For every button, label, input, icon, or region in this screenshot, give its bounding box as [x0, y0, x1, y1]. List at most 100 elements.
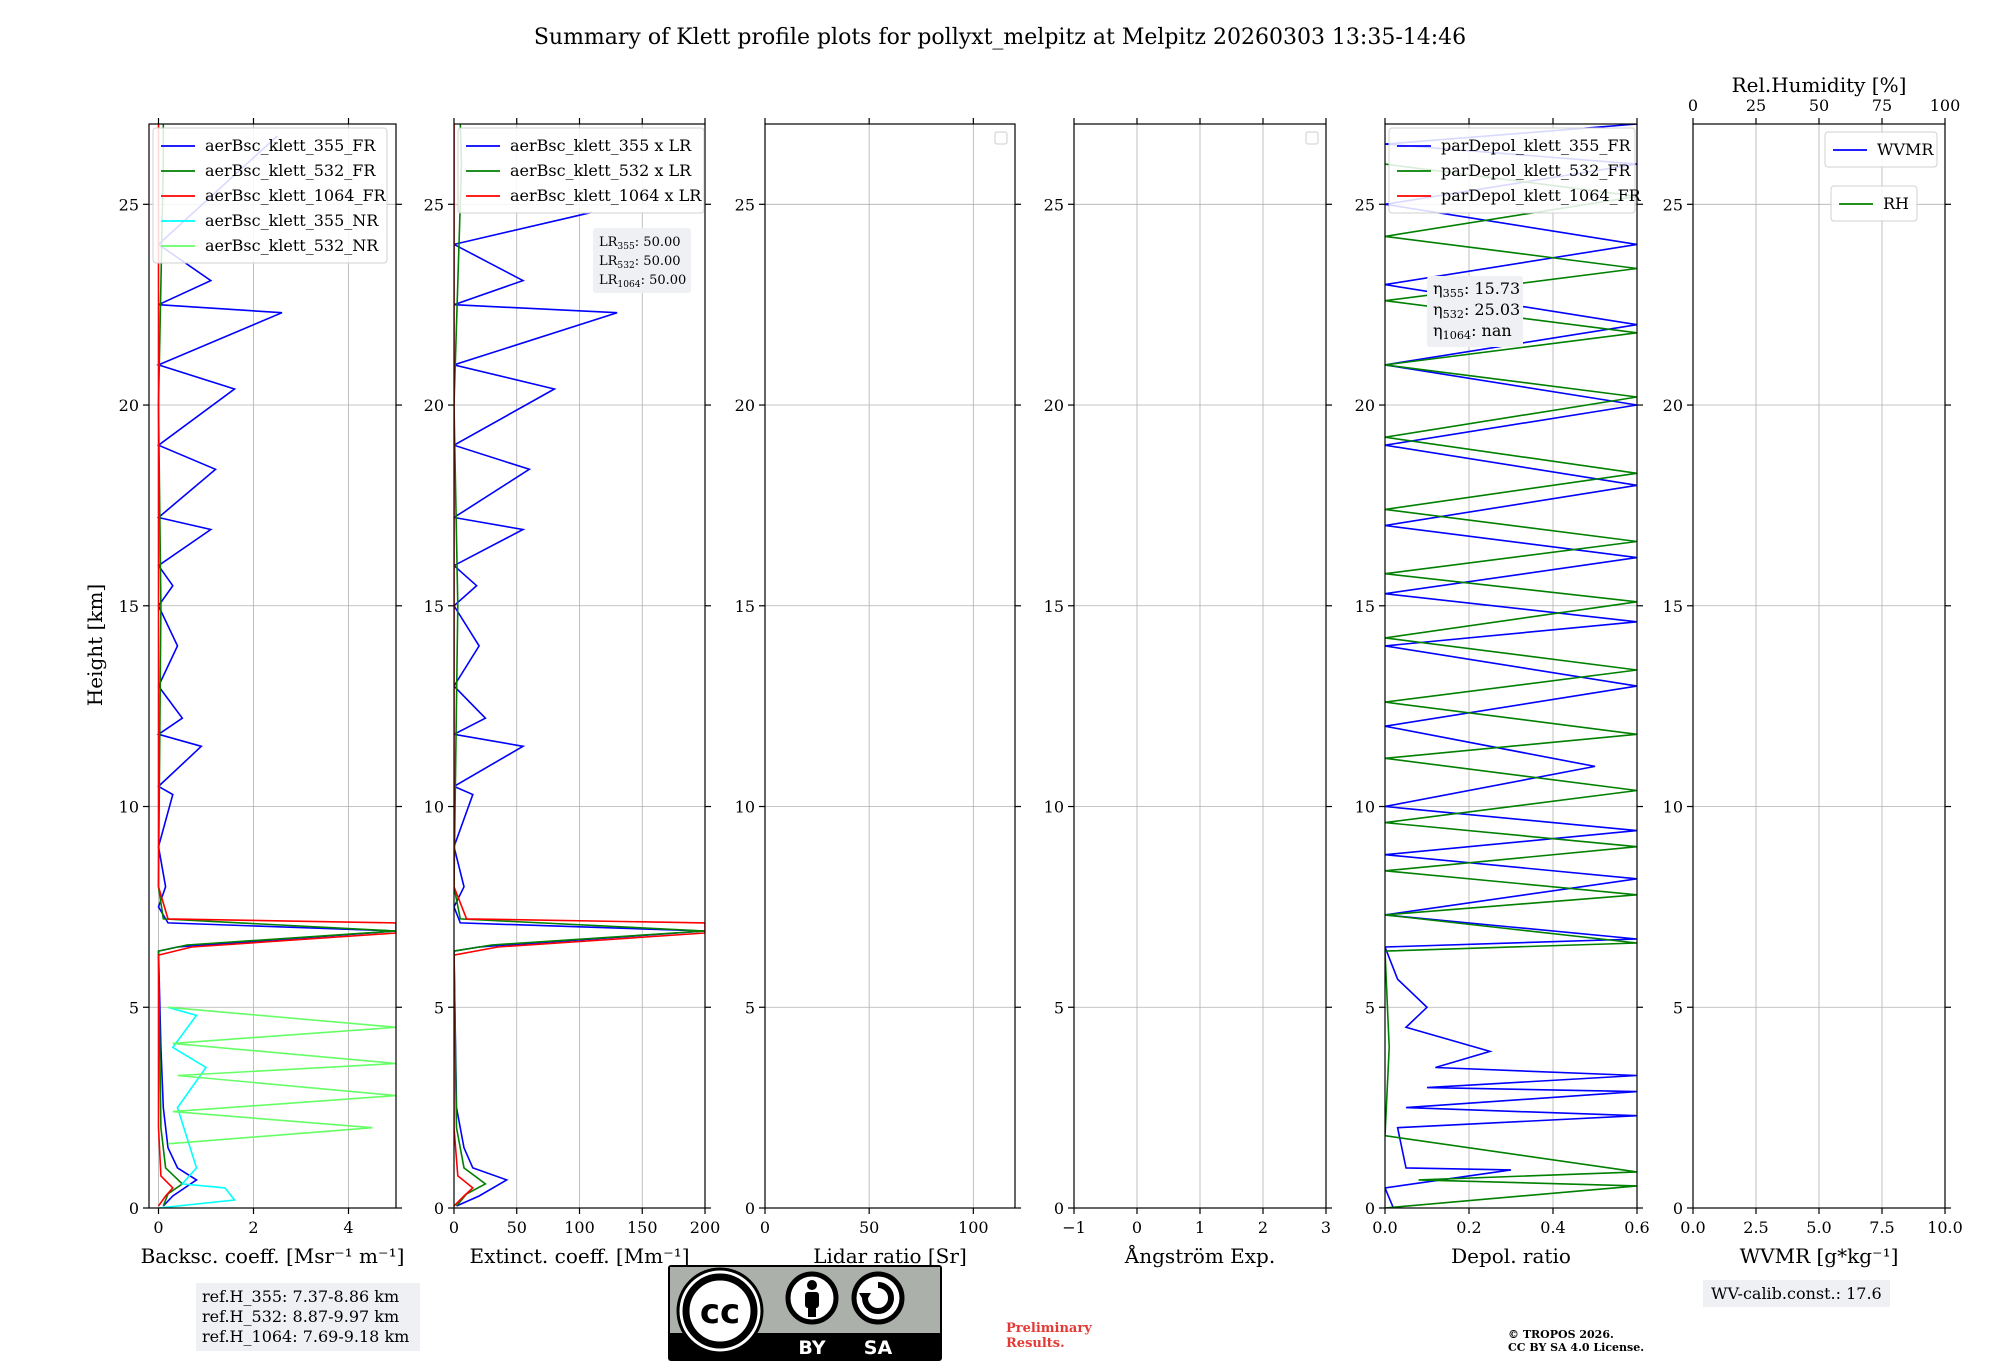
empty-legend	[994, 131, 1008, 145]
preliminary-line-1: Preliminary	[1006, 1321, 1092, 1336]
y-tick-label: 10	[735, 798, 755, 817]
x-axis-label: WVMR [g*kg⁻¹]	[1740, 1244, 1899, 1268]
y-tick-label: 25	[735, 195, 755, 214]
legend-frame	[152, 127, 388, 264]
x-tick-label: 0	[760, 1218, 770, 1237]
series-aerBsc_klett_1064 x LR	[454, 124, 705, 1207]
x-tick-label: 0.4	[1540, 1218, 1565, 1237]
panels: 0 5 10 15 20 25 0 2 4 Backsc. coeff. [Msr⁻¹ m⁻¹] a…	[119, 73, 1963, 1268]
series-aerBsc_klett_1064_FR	[157, 124, 396, 1207]
wv-calibration-text: WV-calib.const.: 17.6	[1711, 1284, 1882, 1303]
y-tick-label: 15	[1355, 597, 1375, 616]
x-axis-label: Lidar ratio [Sr]	[813, 1244, 967, 1268]
y-tick-label: 10	[424, 798, 444, 817]
y-tick-label: 5	[1365, 998, 1375, 1017]
series-group	[156, 124, 396, 1208]
legend-label: aerBsc_klett_532 x LR	[510, 161, 692, 180]
x-tick-label: 0.0	[1680, 1218, 1705, 1237]
empty-legend	[1305, 131, 1319, 145]
legend-frame	[457, 127, 705, 214]
y-tick-label: 20	[1663, 396, 1683, 415]
legend-label: parDepol_klett_355_FR	[1441, 136, 1632, 155]
legend-label: WVMR	[1877, 140, 1934, 159]
x-tick-label: 2	[248, 1218, 258, 1237]
legend-label: aerBsc_klett_532_NR	[205, 236, 379, 255]
legend-label: aerBsc_klett_1064 x LR	[510, 186, 702, 205]
x-tick-label: 5.0	[1806, 1218, 1831, 1237]
y-tick-label: 25	[1044, 195, 1064, 214]
y-tick-label: 10	[1663, 798, 1683, 817]
annotation-line: η1064: nan	[1433, 321, 1512, 342]
copyright-note: © TROPOS 2026. CC BY SA 4.0 License.	[1508, 1328, 1708, 1354]
legend-label: parDepol_klett_1064_FR	[1441, 186, 1642, 205]
annotation-box: LR355: 50.00 LR532: 50.00 LR1064: 50.00	[593, 228, 691, 293]
axes-frame	[148, 123, 397, 1209]
x-tick-label: 150	[627, 1218, 658, 1237]
x-tick-label: 0.6	[1624, 1218, 1649, 1237]
annotation-line: LR1064: 50.00	[599, 273, 686, 290]
legend: parDepol_klett_355_FR parDepol_klett_532_…	[1388, 127, 1642, 214]
legend: aerBsc_klett_355_FR aerBsc_klett_532_FRae…	[152, 127, 388, 264]
legend-label: RH	[1883, 194, 1909, 213]
cc-sa-label: SA	[864, 1337, 893, 1359]
legend-label: aerBsc_klett_355_NR	[205, 211, 379, 230]
x-tick-label: 100	[958, 1218, 989, 1237]
y-axis-label: Height [km]	[83, 584, 107, 706]
legend-label: parDepol_klett_532_FR	[1441, 161, 1632, 180]
x-axis-label: Backsc. coeff. [Msr⁻¹ m⁻¹]	[141, 1244, 405, 1268]
copyright-line-1: © TROPOS 2026.	[1508, 1328, 1614, 1341]
preliminary-note: Preliminary Results.	[1006, 1321, 1126, 1351]
y-tick-label: 20	[119, 396, 139, 415]
y-tick-label: 15	[735, 597, 755, 616]
y-tick-label: 15	[1044, 597, 1064, 616]
y-tick-label: 5	[745, 998, 755, 1017]
y-tick-label: 15	[1663, 597, 1683, 616]
y-tick-label: 15	[424, 597, 444, 616]
top-tick-label: 50	[1809, 96, 1829, 115]
legend-secondary: RH	[1830, 185, 1918, 222]
y-tick-label: 0	[129, 1199, 139, 1218]
x-tick-label: 7.5	[1869, 1218, 1894, 1237]
cc-license-badge: cc BY SA	[668, 1265, 942, 1361]
series-group	[1385, 124, 1637, 1208]
y-tick-label: 15	[119, 597, 139, 616]
axes-frame	[1384, 123, 1638, 1209]
top-tick-label: 75	[1872, 96, 1892, 115]
sa-share-icon	[851, 1271, 905, 1325]
y-tick-label: 25	[424, 195, 444, 214]
series-parDepol_klett_532_FR	[1385, 163, 1637, 1208]
legend: WVMR	[1824, 131, 1938, 168]
x-tick-label: −1	[1062, 1218, 1086, 1237]
figure-title: Summary of Klett profile plots for polly…	[534, 25, 1466, 50]
panel-3: 0 5 10 15 20 25 0 50 100 Lidar ratio [Sr]	[735, 118, 1021, 1268]
panel-5: 0 5 10 15 20 25 0.0 0.2 0.4 0.6 Depol. ratio parDep…	[1355, 118, 1650, 1268]
annotation-frame	[1427, 276, 1523, 347]
y-tick-label: 10	[1355, 798, 1375, 817]
legend: aerBsc_klett_355 x LR aerBsc_klett_532 x …	[457, 127, 705, 214]
legend-label: aerBsc_klett_532_FR	[205, 161, 376, 180]
x-tick-label: 4	[343, 1218, 353, 1237]
x-tick-label: 50	[507, 1218, 527, 1237]
x-tick-label: 10.0	[1927, 1218, 1963, 1237]
series-aerBsc_klett_355_NR	[158, 1006, 237, 1208]
y-tick-label: 5	[1673, 998, 1683, 1017]
y-tick-label: 0	[1054, 1199, 1064, 1218]
series-parDepol_klett_355_FR	[1385, 124, 1637, 1208]
axes-frame	[764, 123, 1016, 1209]
y-tick-label: 5	[1054, 998, 1064, 1017]
panel-6: 0 5 10 15 20 25 0.0 2.5 5.0 7.5 10.0 WVMR [g*kg⁻¹] 0…	[1663, 73, 1963, 1268]
ref-height-355: ref.H_355: 7.37-8.86 km	[202, 1287, 400, 1306]
annotation-line: LR532: 50.00	[599, 254, 681, 271]
x-tick-label: 0.2	[1456, 1218, 1481, 1237]
panel-1: 0 5 10 15 20 25 0 2 4 Backsc. coeff. [Msr⁻¹ m⁻¹] a…	[119, 118, 405, 1268]
annotation-line: LR355: 50.00	[599, 235, 681, 252]
x-tick-label: 200	[690, 1218, 721, 1237]
top-tick-label: 100	[1930, 96, 1961, 115]
y-tick-label: 20	[1355, 396, 1375, 415]
series-group	[454, 124, 705, 1207]
x-tick-label: 100	[564, 1218, 595, 1237]
y-tick-label: 0	[745, 1199, 755, 1218]
